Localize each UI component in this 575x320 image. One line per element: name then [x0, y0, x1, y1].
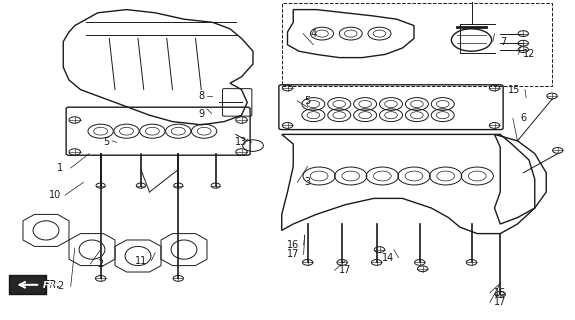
Text: 1: 1 [58, 163, 63, 173]
Text: 2: 2 [98, 259, 103, 269]
Text: 9: 9 [198, 108, 204, 119]
Text: 10: 10 [48, 190, 61, 200]
Text: 5: 5 [305, 96, 310, 106]
Text: 17: 17 [287, 249, 300, 260]
Text: 16: 16 [287, 240, 300, 250]
Text: 16: 16 [494, 288, 507, 298]
Text: 7: 7 [500, 36, 506, 47]
Text: 2: 2 [58, 281, 63, 292]
Text: 6: 6 [520, 113, 526, 124]
Text: 17: 17 [494, 297, 507, 308]
Text: 4: 4 [310, 28, 316, 39]
Text: 11: 11 [135, 256, 147, 266]
Text: 17: 17 [339, 265, 351, 276]
Text: 15: 15 [508, 84, 521, 95]
Text: 12: 12 [523, 49, 535, 60]
Text: FR.: FR. [43, 280, 61, 290]
Polygon shape [9, 275, 46, 294]
Text: 5: 5 [104, 137, 109, 148]
Text: 8: 8 [198, 91, 204, 101]
Text: 14: 14 [382, 252, 394, 263]
Text: FR.: FR. [43, 281, 60, 290]
Text: 13: 13 [235, 137, 248, 148]
Text: 3: 3 [305, 177, 310, 188]
